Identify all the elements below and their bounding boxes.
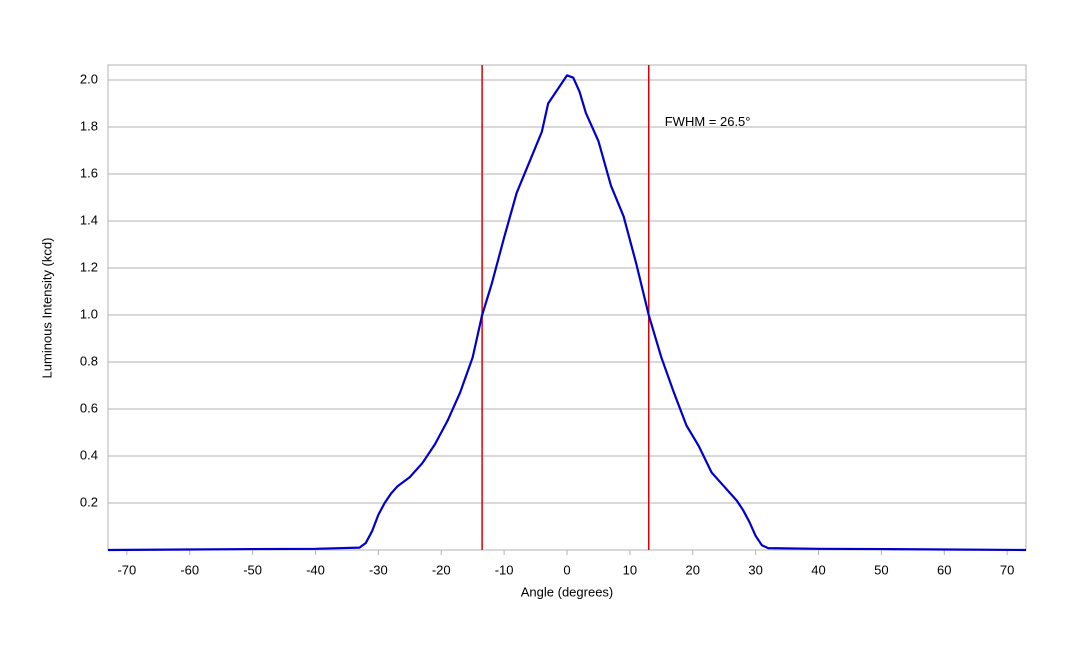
y-tick-label: 1.4 <box>80 212 98 227</box>
y-tick-label: 2.0 <box>80 71 98 86</box>
x-tick-label: 10 <box>623 562 637 577</box>
x-tick-label: -10 <box>495 562 514 577</box>
x-tick-label: -60 <box>180 562 199 577</box>
x-tick-label: 30 <box>748 562 762 577</box>
annotation: FWHM = 26.5° <box>665 114 751 129</box>
x-axis-label: Angle (degrees) <box>521 584 614 599</box>
x-tick-label: -20 <box>432 562 451 577</box>
x-tick-label: 20 <box>686 562 700 577</box>
y-tick-label: 0.8 <box>80 353 98 368</box>
y-tick-label: 0.2 <box>80 494 98 509</box>
y-axis-label: Luminous Intensity (kcd) <box>39 238 54 379</box>
x-tick-label: 50 <box>874 562 888 577</box>
y-tick-label: 1.8 <box>80 118 98 133</box>
x-tick-label: -40 <box>306 562 325 577</box>
x-tick-label: 0 <box>563 562 570 577</box>
y-tick-label: 0.4 <box>80 447 98 462</box>
x-tick-label: -50 <box>243 562 262 577</box>
y-tick-label: 1.6 <box>80 165 98 180</box>
x-tick-label: 40 <box>811 562 825 577</box>
y-tick-label: 1.2 <box>80 259 98 274</box>
x-tick-label: -30 <box>369 562 388 577</box>
y-tick-label: 0.6 <box>80 400 98 415</box>
x-tick-label: 70 <box>1000 562 1014 577</box>
x-tick-label: 60 <box>937 562 951 577</box>
x-tick-label: -70 <box>117 562 136 577</box>
y-tick-label: 1.0 <box>80 306 98 321</box>
data-line <box>107 74 1027 552</box>
